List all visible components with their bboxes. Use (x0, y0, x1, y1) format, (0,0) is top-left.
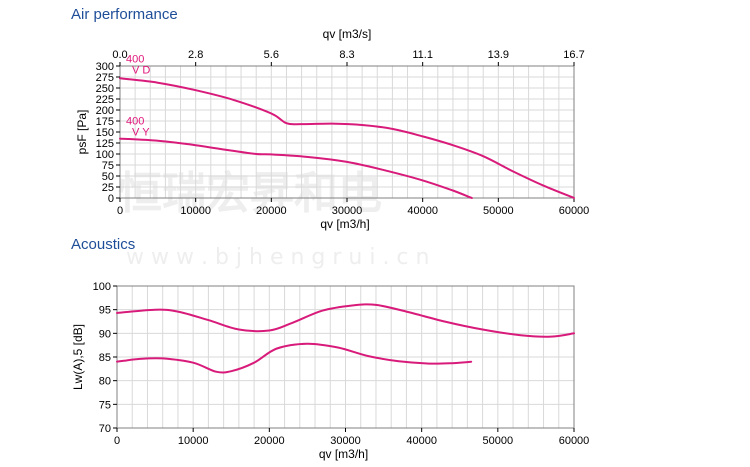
y-tick-label: 150 (96, 127, 114, 139)
x-tick-label: 30000 (330, 435, 361, 447)
x-tick-label: 20000 (256, 205, 287, 217)
series-line-1 (116, 303, 575, 338)
x-tick-label: 50000 (483, 205, 514, 217)
y-axis-title: psF [Pa] (75, 110, 89, 155)
series-label: V D (132, 64, 150, 76)
x2-tick-label: 2.8 (188, 49, 203, 61)
x-tick-label: 60000 (559, 205, 590, 217)
x-axis-title: qv [m3/h] (319, 447, 368, 461)
y-tick-label: 80 (99, 376, 111, 388)
watermark: 恒瑞宏昇和电 w w w . b j h e n g r u i . c n (118, 168, 429, 270)
y-tick-label: 250 (96, 83, 114, 95)
series-label: 400 (126, 116, 144, 128)
y-tick-label: 100 (93, 281, 111, 293)
x-axis-title: qv [m3/h] (320, 217, 369, 231)
y-tick-label: 85 (99, 352, 111, 364)
watermark-url: w w w . b j h e n g r u i . c n (126, 245, 429, 270)
x-tick-label: 30000 (332, 205, 363, 217)
x2-tick-label: 11.1 (412, 49, 433, 61)
series-label: 400 (126, 53, 144, 65)
y-tick-label: 275 (96, 72, 114, 84)
y-tick-label: 100 (96, 149, 114, 161)
x2-tick-label: 0.0 (112, 49, 127, 61)
x2-tick-label: 13.9 (488, 49, 509, 61)
series-line-2 (119, 137, 473, 199)
x-tick-label: 10000 (180, 205, 211, 217)
y-tick-label: 175 (96, 116, 114, 128)
y-tick-label: 0 (108, 193, 114, 205)
x2-tick-label: 5.6 (264, 49, 279, 61)
x-tick-label: 0 (117, 205, 123, 217)
x-tick-label: 0 (114, 435, 120, 447)
y-tick-label: 25 (102, 182, 114, 194)
x-tick-label: 40000 (406, 435, 437, 447)
x2-tick-label: 8.3 (339, 49, 354, 61)
y-tick-label: 225 (96, 94, 114, 106)
series-label: V Y (132, 127, 150, 139)
series-line-1 (119, 77, 575, 199)
air-performance-title: Air performance (71, 6, 178, 23)
y-tick-label: 125 (96, 138, 114, 150)
y-tick-label: 75 (99, 399, 111, 411)
y-tick-label: 75 (102, 160, 114, 172)
acoustics-chart: 70 75 80 85 90 95 100 0 10000 20000 30000 40000 5000… (71, 281, 589, 461)
x2-tick-label: 16.7 (563, 49, 584, 61)
y-tick-label: 300 (96, 61, 114, 73)
y-tick-label: 50 (102, 171, 114, 183)
y-tick-label: 90 (99, 328, 111, 340)
x-tick-label: 20000 (254, 435, 285, 447)
x-tick-label: 40000 (407, 205, 438, 217)
x2-axis-title: qv [m3/s] (323, 27, 372, 41)
x-tick-label: 50000 (483, 435, 514, 447)
series-line-2 (116, 342, 473, 374)
y-axis-title: Lw(A),5 [dB] (71, 324, 85, 390)
y-tick-label: 70 (99, 423, 111, 435)
y-tick-label: 200 (96, 105, 114, 117)
acoustics-title: Acoustics (71, 236, 136, 253)
x-tick-label: 10000 (178, 435, 209, 447)
y-tick-label: 95 (99, 305, 111, 317)
x-tick-label: 60000 (559, 435, 590, 447)
